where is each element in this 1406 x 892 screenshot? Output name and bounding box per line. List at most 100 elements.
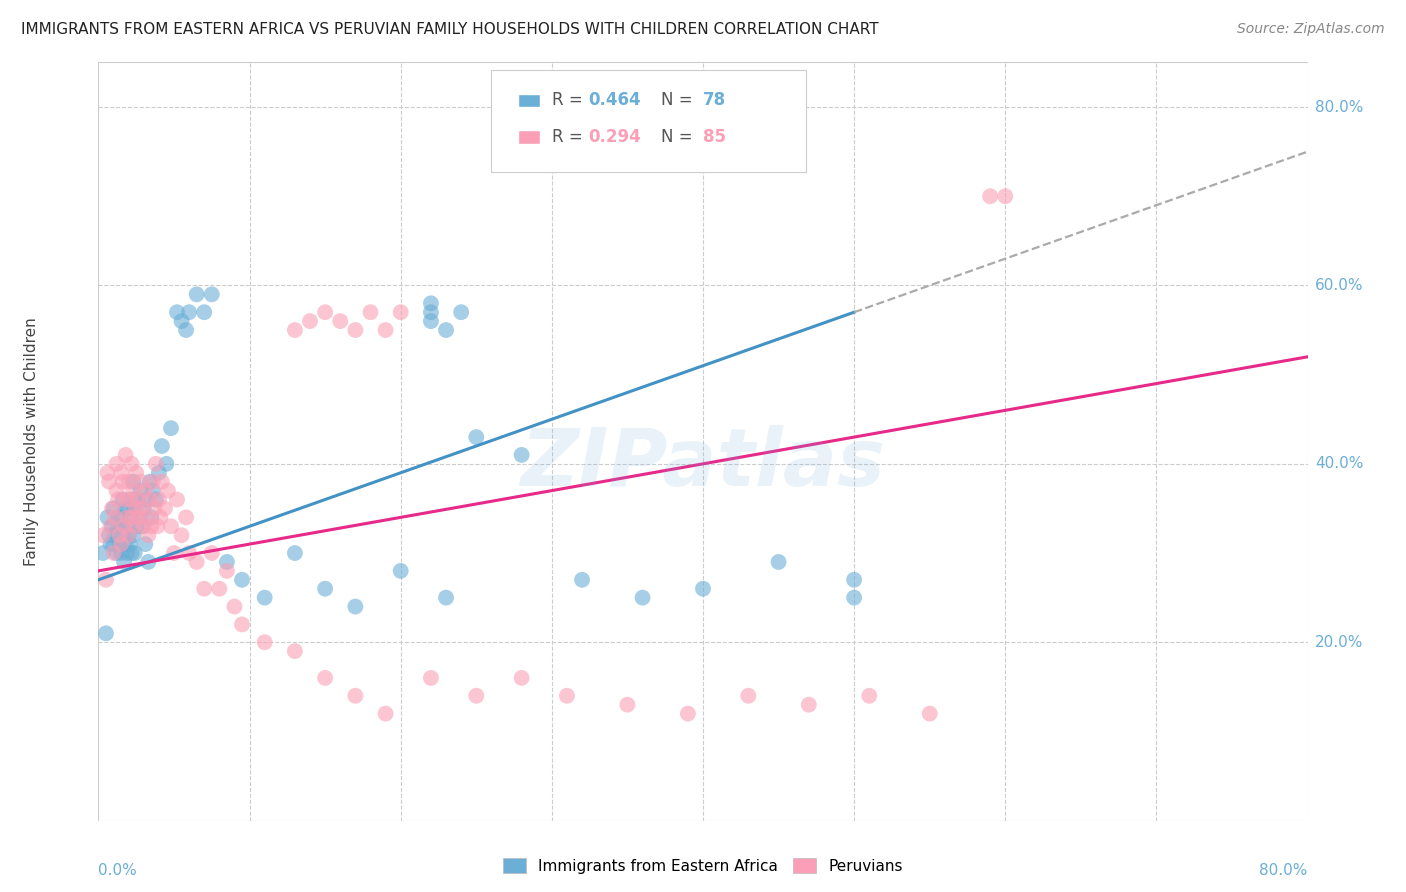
FancyBboxPatch shape	[517, 130, 540, 144]
Point	[253, 591, 276, 605]
Point	[344, 599, 367, 614]
Point	[129, 483, 152, 498]
Point	[344, 689, 367, 703]
Point	[120, 510, 142, 524]
Point	[163, 546, 186, 560]
Point	[844, 591, 866, 605]
Text: Source: ZipAtlas.com: Source: ZipAtlas.com	[1237, 22, 1385, 37]
FancyBboxPatch shape	[517, 94, 540, 107]
Point	[858, 689, 880, 703]
Point	[121, 457, 143, 471]
Point	[314, 582, 336, 596]
Point	[118, 475, 141, 489]
Point	[153, 501, 176, 516]
Point	[100, 537, 122, 551]
Point	[98, 528, 121, 542]
Point	[139, 475, 162, 489]
Point	[215, 564, 238, 578]
Point	[139, 492, 162, 507]
Point	[108, 537, 131, 551]
Point	[105, 483, 128, 498]
Point	[134, 537, 156, 551]
Point	[136, 528, 159, 542]
Text: N =: N =	[661, 128, 697, 145]
Point	[98, 475, 121, 489]
Point	[121, 546, 143, 560]
Point	[979, 189, 1001, 203]
Point	[121, 510, 143, 524]
Point	[284, 644, 307, 658]
Point	[127, 492, 149, 507]
Point	[555, 689, 578, 703]
Point	[114, 537, 136, 551]
Text: N =: N =	[661, 91, 697, 110]
Point	[179, 546, 201, 560]
Point	[186, 287, 208, 301]
Point	[510, 671, 533, 685]
Text: 85: 85	[703, 128, 725, 145]
Point	[111, 519, 134, 533]
Point	[146, 519, 169, 533]
Point	[284, 546, 307, 560]
Point	[111, 492, 134, 507]
Point	[571, 573, 593, 587]
Point	[101, 519, 124, 533]
Point	[155, 457, 177, 471]
Text: 0.0%: 0.0%	[98, 863, 138, 879]
Point	[121, 492, 143, 507]
Point	[131, 501, 153, 516]
FancyBboxPatch shape	[492, 70, 806, 172]
Point	[253, 635, 276, 649]
Point	[118, 501, 141, 516]
Point	[96, 510, 118, 524]
Point	[127, 492, 149, 507]
Point	[141, 519, 163, 533]
Point	[193, 305, 215, 319]
Point	[208, 582, 231, 596]
Point	[160, 519, 183, 533]
Point	[420, 296, 443, 310]
Point	[114, 448, 136, 462]
Point	[299, 314, 322, 328]
Point	[129, 475, 152, 489]
Point	[110, 466, 132, 480]
Point	[128, 510, 150, 524]
Point	[124, 519, 146, 533]
Point	[125, 501, 148, 516]
Point	[110, 510, 132, 524]
Point	[124, 546, 146, 560]
Point	[420, 305, 443, 319]
Point	[166, 305, 188, 319]
Point	[201, 546, 224, 560]
Point	[114, 501, 136, 516]
Point	[166, 492, 188, 507]
Point	[103, 501, 125, 516]
Point	[918, 706, 941, 721]
Point	[314, 305, 336, 319]
Point	[124, 501, 146, 516]
Point	[631, 591, 654, 605]
Point	[142, 483, 165, 498]
Point	[676, 706, 699, 721]
Point	[450, 305, 472, 319]
Text: 80.0%: 80.0%	[1260, 863, 1308, 879]
Point	[148, 492, 170, 507]
Point	[737, 689, 759, 703]
Point	[94, 573, 117, 587]
Point	[94, 626, 117, 640]
Point	[768, 555, 790, 569]
Point	[122, 483, 145, 498]
Point	[360, 305, 382, 319]
Point	[389, 564, 412, 578]
Point	[118, 528, 141, 542]
Point	[103, 546, 125, 560]
Point	[145, 457, 167, 471]
Point	[91, 546, 114, 560]
Point	[115, 546, 138, 560]
Point	[148, 466, 170, 480]
Point	[115, 519, 138, 533]
Point	[215, 555, 238, 569]
Point	[389, 305, 412, 319]
Text: 80.0%: 80.0%	[1315, 100, 1364, 114]
Point	[115, 510, 138, 524]
